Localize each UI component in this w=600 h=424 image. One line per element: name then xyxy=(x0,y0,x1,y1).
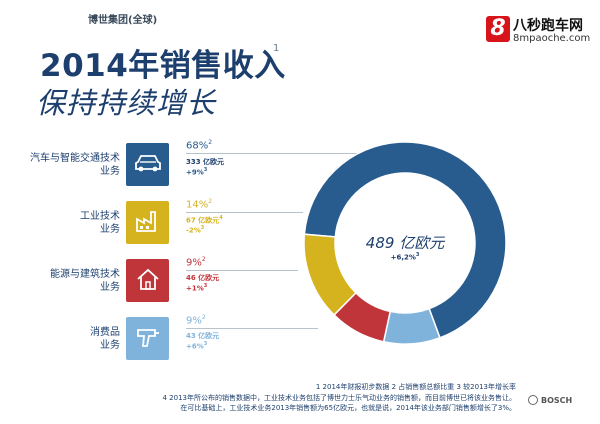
segment-growth-mobility: +9%3 xyxy=(186,167,208,177)
bosch-mark-icon xyxy=(528,395,538,405)
leader-line-consumer xyxy=(186,328,318,329)
segment-icon-mobility xyxy=(126,143,169,186)
segment-growth-energy: +1%3 xyxy=(186,283,208,293)
leader-line-mobility xyxy=(186,153,406,154)
leader-line-energy xyxy=(186,270,298,271)
drill-icon xyxy=(135,325,161,353)
donut-slice-consumer xyxy=(382,307,441,345)
site-logo-badge: 8 xyxy=(486,16,510,42)
page-subtitle: 保持持续增长 xyxy=(36,86,217,120)
site-logo-url: 8mpaoche.com xyxy=(513,33,591,44)
segment-pct-consumer: 9%2 xyxy=(186,314,206,327)
bosch-logo: BOSCH xyxy=(528,395,572,405)
car-icon xyxy=(134,153,162,177)
page-title: 2014年销售收入 xyxy=(40,48,286,84)
footnote-line-1: 1 2014年财报初步数据 2 占销售额总额比重 3 较2013年增长率 xyxy=(315,383,516,391)
segment-label-industrial: 工业技术 业务 xyxy=(80,211,120,235)
factory-icon xyxy=(135,209,161,237)
footnote-line-2: 4 2013年所公布的销售数据中，工业技术业务包括了博世力士乐气动业务的销售额，… xyxy=(162,394,517,402)
donut-slice-industrial xyxy=(303,233,357,316)
segment-label-energy: 能源与建筑技术 业务 xyxy=(50,269,120,293)
house-icon xyxy=(135,267,161,295)
segment-value-energy: 46 亿欧元 xyxy=(186,274,220,282)
footnote-line-3: 在可比基础上，工业技术业务2013年销售额为65亿欧元，也就是说，2014年该业… xyxy=(180,404,516,412)
segment-icon-industrial xyxy=(126,201,169,244)
title-footnote-mark: 1 xyxy=(273,43,280,54)
segment-icon-consumer xyxy=(126,317,169,360)
segment-pct-energy: 9%2 xyxy=(186,256,206,269)
donut-slice-mobility xyxy=(303,141,507,339)
site-logo[interactable]: 8 八秒跑车网 8mpaoche.com xyxy=(486,14,596,58)
segment-label-mobility: 汽车与智能交通技术 业务 xyxy=(30,153,120,177)
segment-growth-industrial: -2%3 xyxy=(186,225,205,235)
segment-label-consumer: 消费品 业务 xyxy=(90,327,120,351)
group-name: 博世集团(全球) xyxy=(88,15,158,26)
segment-pct-mobility: 68%2 xyxy=(186,139,213,152)
leader-line-industrial xyxy=(186,212,303,213)
total-sales-value: 489 亿欧元 xyxy=(365,234,445,252)
segment-value-industrial: 67 亿欧元4 xyxy=(186,215,223,225)
segment-value-consumer: 43 亿欧元 xyxy=(186,332,220,340)
total-sales-growth: +6,2%3 xyxy=(390,252,420,262)
segment-pct-industrial: 14%2 xyxy=(186,198,213,211)
site-logo-name: 八秒跑车网 xyxy=(513,18,583,34)
segment-growth-consumer: +6%3 xyxy=(186,341,208,351)
segment-value-mobility: 333 亿欧元 xyxy=(186,158,225,166)
segment-icon-energy xyxy=(126,259,169,302)
